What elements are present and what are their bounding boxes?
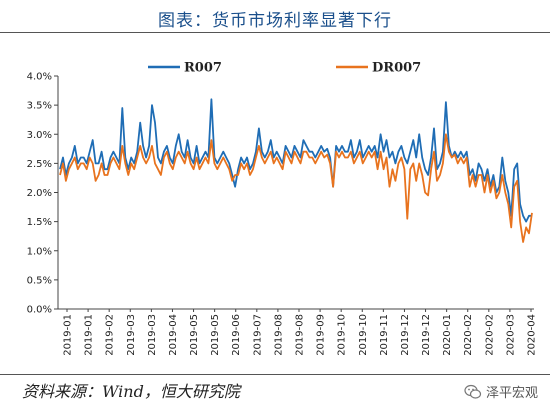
x-tick-label: 2020-02 (463, 314, 474, 356)
series-line-dr007 (59, 133, 533, 243)
x-tick-label: 2019-03 (126, 314, 137, 356)
wechat-icon (464, 384, 482, 399)
x-tick-label: 2019-06 (231, 314, 242, 356)
y-tick-label: 4.0% (27, 72, 52, 83)
x-tick-label: 2019-09 (316, 314, 327, 356)
x-tick-label: 2019-08 (273, 314, 284, 356)
watermark-text: 泽平宏观 (485, 386, 538, 401)
x-tick-label: 2019-03 (147, 314, 158, 356)
x-tick-label: 2019-05 (210, 314, 221, 356)
y-tick-label: 1.5% (27, 217, 52, 228)
x-tick-label: 2019-07 (252, 314, 263, 356)
source-divider (0, 374, 550, 375)
x-tick-label: 2019-01 (84, 314, 95, 356)
y-tick-label: 3.5% (27, 101, 52, 112)
page-title: 图表：货币市场利率显著下行 (158, 11, 392, 31)
y-tick-label: 0.5% (27, 275, 52, 286)
legend-label-dr007: DR007 (372, 61, 421, 76)
x-tick-label: 2019-10 (337, 314, 348, 356)
x-tick-label: 2020-01 (442, 314, 453, 356)
series-line-r007 (59, 98, 532, 223)
x-tick-label: 2019-12 (421, 314, 432, 356)
x-tick-label: 2020-02 (484, 314, 495, 356)
y-tick-label: 3.0% (27, 130, 52, 141)
x-tick-label: 2019-11 (379, 314, 390, 356)
y-tick-label: 2.0% (27, 188, 52, 199)
x-tick-label: 2019-04 (168, 314, 179, 356)
x-tick-label: 2019-08 (295, 314, 306, 356)
line-chart: 0.0% 0.5% 1.0% 1.5% 2.0% 2.5% 3.0% 3.5% 4.0% 2019… (27, 61, 538, 356)
x-tick-label: 2019-05 (189, 314, 200, 356)
source-note: 资料来源：Wind，恒大研究院 (22, 382, 240, 401)
y-tick-label: 0.0% (27, 305, 52, 316)
x-tick-label: 2019-12 (400, 314, 411, 356)
y-tick-label: 1.0% (27, 246, 52, 257)
x-tick-label: 2019-10 (358, 314, 369, 356)
watermark: 泽平宏观 (464, 382, 538, 401)
x-tick-label: 2020-04 (527, 314, 538, 356)
y-tick-label: 2.5% (27, 159, 52, 170)
title-divider (0, 32, 550, 33)
legend-label-r007: R007 (184, 61, 222, 76)
x-tick-label: 2019-02 (105, 314, 116, 356)
x-tick-label: 2020-03 (505, 314, 516, 356)
x-tick-label: 2019-01 (63, 314, 74, 356)
